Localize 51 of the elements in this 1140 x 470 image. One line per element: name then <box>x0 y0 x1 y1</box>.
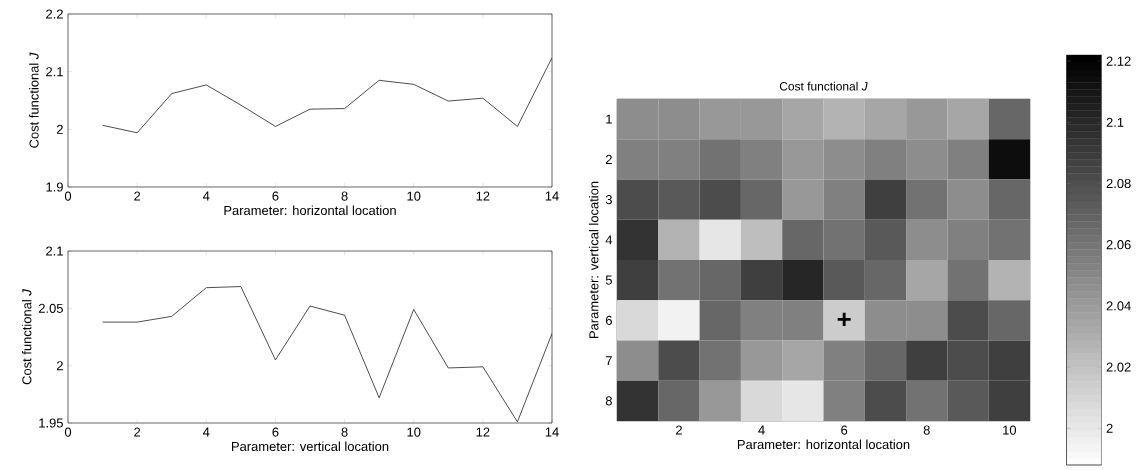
y-tick-label: 1.95 <box>39 418 63 428</box>
x-tick-label: 14 <box>545 427 559 437</box>
x-tick-label: 6 <box>841 425 848 435</box>
color-bar-label: 2.12 <box>1106 56 1131 66</box>
y-tick-label: 5 <box>605 275 612 285</box>
color-bar-label: 2.08 <box>1106 178 1131 189</box>
y-tick-label: 1 <box>606 114 612 124</box>
x-tick-label: 4 <box>758 425 765 435</box>
y-tick-label: 2 <box>56 124 63 134</box>
y-tick-label: 6 <box>605 315 612 325</box>
color-bar-label: 2.06 <box>1106 240 1131 250</box>
y-tick-label: 3 <box>605 195 612 205</box>
x-tick-label: 10 <box>1003 425 1017 435</box>
y-tick-label: 7 <box>605 356 612 366</box>
x-tick-label: 2 <box>134 427 141 437</box>
x-tick-label: 0 <box>64 191 72 201</box>
x-axis-title: Parameter: horizontal location <box>224 205 396 216</box>
y-tick-label: 1.9 <box>46 182 63 192</box>
chart-title: Cost functional J <box>779 81 868 91</box>
x-tick-label: 10 <box>407 191 421 201</box>
y-tick-label: 2.2 <box>46 9 63 19</box>
x-tick-label: 8 <box>341 427 348 437</box>
x-tick-label: 2 <box>676 425 682 435</box>
annotation: + <box>837 312 851 326</box>
y-axis-title: Cost functional J <box>29 52 39 148</box>
y-tick-label: 2.05 <box>38 303 63 313</box>
y-tick-label: 2 <box>56 361 63 371</box>
y-axis-title: Parameter: vertical location <box>588 181 599 338</box>
x-tick-label: 4 <box>202 191 210 201</box>
color-bar-label: 2.1 <box>1106 117 1124 127</box>
x-tick-label: 4 <box>202 427 210 437</box>
y-tick-label: 2.1 <box>46 67 63 77</box>
y-tick-label: 8 <box>605 396 612 406</box>
color-bar-label: 2.04 <box>1106 301 1131 311</box>
x-tick-label: 12 <box>476 191 490 201</box>
x-tick-label: 2 <box>134 191 141 201</box>
x-tick-label: 8 <box>341 191 348 201</box>
x-tick-label: 6 <box>272 427 279 437</box>
y-tick-label: 2 <box>605 154 612 164</box>
y-tick-label: 2.1 <box>46 246 63 256</box>
x-axis-title: Parameter: vertical location <box>232 441 389 452</box>
y-tick-label: 4 <box>605 235 613 245</box>
x-tick-label: 10 <box>407 427 421 437</box>
x-axis-title: Parameter: horizontal location <box>737 439 910 450</box>
x-tick-label: 0 <box>64 427 72 437</box>
x-tick-label: 6 <box>272 191 279 201</box>
x-tick-label: 14 <box>545 191 559 201</box>
y-axis-title: Cost functional J <box>21 289 32 385</box>
x-tick-label: 12 <box>476 427 490 437</box>
color-bar-label: 2.02 <box>1106 362 1131 372</box>
x-tick-label: 8 <box>923 425 930 435</box>
